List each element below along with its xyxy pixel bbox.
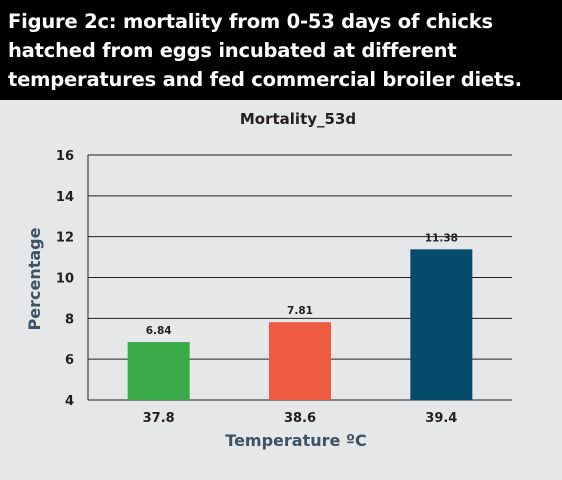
bar-chart: Mortality_53d 4 6 8 10 12 14 16 6.84 37.8 7.81 38.… [25,110,512,450]
figure-header: Figure 2c: mortality from 0-53 days of c… [0,0,562,100]
x-axis-label: Temperature ºC [225,431,366,450]
data-label: 7.81 [287,305,313,317]
y-tick-label: 16 [56,149,74,164]
y-tick-label: 4 [65,394,74,409]
figure-caption: Figure 2c: mortality from 0-53 days of c… [8,10,522,91]
bar [269,322,331,400]
y-tick-label: 6 [65,353,74,368]
x-tick-label: 37.8 [143,411,175,426]
bar [410,249,473,400]
y-tick-label: 12 [56,231,74,246]
chart-title: Mortality_53d [240,110,356,128]
y-tick-label: 10 [56,272,74,287]
data-label: 6.84 [146,325,172,337]
x-tick-label: 39.4 [425,411,457,426]
y-tick-label: 8 [65,312,74,327]
y-axis-label: Percentage [25,227,44,330]
data-label: 11.38 [425,232,458,244]
x-tick-label: 38.6 [284,411,316,426]
plot-area: 4 6 8 10 12 14 16 6.84 37.8 7.81 38.6 11.38 39.4 [56,149,512,426]
bar [127,342,190,400]
y-tick-label: 14 [56,190,74,205]
